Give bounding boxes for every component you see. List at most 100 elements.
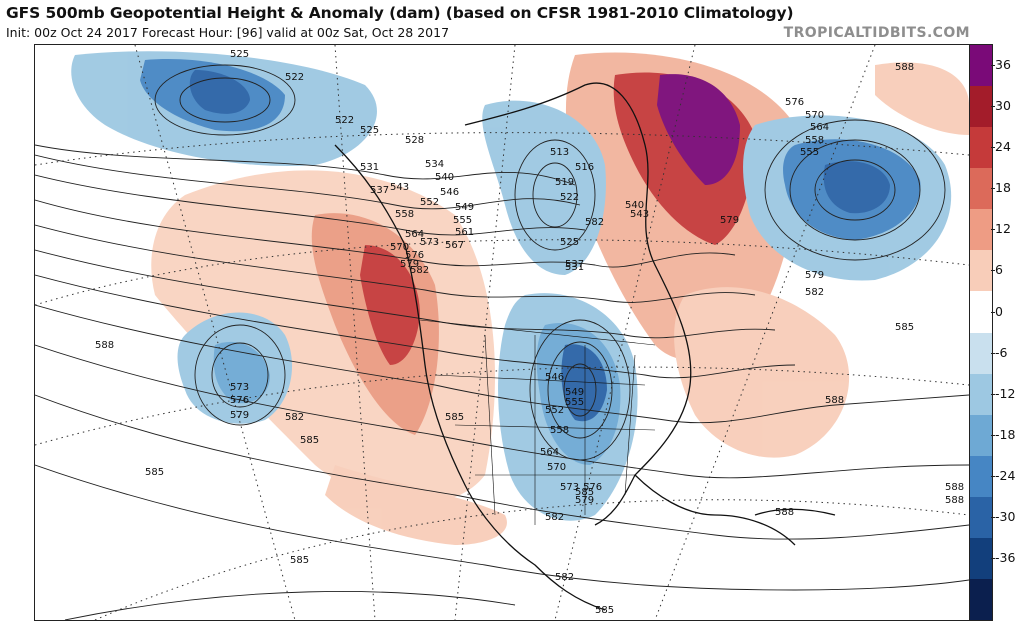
- coastlines: [334, 82, 836, 611]
- contour-label: 582: [285, 412, 304, 423]
- contour-label: 570: [805, 110, 824, 121]
- contour-label: 555: [800, 147, 819, 158]
- colorbar-segment: [970, 496, 992, 539]
- contour-label: 582: [545, 512, 564, 523]
- positive-anomaly-ridge-east-max: [657, 74, 740, 185]
- contour-label: 576: [230, 395, 249, 406]
- colorbar-tick-label: 6: [995, 262, 1003, 278]
- colorbar-tick-label: 36: [995, 57, 1011, 73]
- contour-label: 582: [805, 287, 824, 298]
- contour-label: 579: [720, 215, 739, 226]
- contour-label: 579: [805, 270, 824, 281]
- map-subtitle: Init: 00z Oct 24 2017 Forecast Hour: [96…: [6, 25, 450, 40]
- contour-label: 537: [370, 185, 389, 196]
- contour-label: 522: [560, 192, 579, 203]
- contour-label: 585: [445, 412, 464, 423]
- positive-anomaly-east-band: [875, 62, 969, 135]
- colorbar-tick-mark: [991, 106, 995, 108]
- contour-label: 582: [555, 572, 574, 583]
- colorbar-tick-label: 12: [995, 221, 1011, 237]
- contour-label: 582: [410, 265, 429, 276]
- colorbar-segment: [970, 537, 992, 580]
- contour-label: 570: [547, 462, 566, 473]
- contour-label: 573: [420, 237, 439, 248]
- negative-anomaly-hudson: [482, 100, 606, 275]
- contour-label: 570: [390, 242, 409, 253]
- contour-label: 552: [545, 405, 564, 416]
- colorbar-tick-label: -18: [995, 426, 1016, 442]
- colorbar-tick-label: -6: [995, 344, 1008, 360]
- contour-label: 585: [300, 435, 319, 446]
- colorbar-segment: [970, 168, 992, 210]
- contour-label: 585: [895, 322, 914, 333]
- colorbar-tick-label: -36: [995, 549, 1016, 565]
- colorbar-tick-mark: [991, 229, 995, 231]
- contour-label: 588: [945, 482, 964, 493]
- brand-watermark[interactable]: TROPICALTIDBITS.COM: [783, 25, 970, 41]
- negative-anomaly-atlantic-low-max: [823, 161, 890, 214]
- contour-label: 588: [825, 395, 844, 406]
- contour-label: 537: [565, 259, 584, 270]
- colorbar-segment: [970, 291, 992, 333]
- contour-label: 540: [435, 172, 454, 183]
- political-borders: [419, 319, 656, 525]
- colorbar-tick-mark: [991, 188, 995, 190]
- contour-label: 522: [335, 115, 354, 126]
- colorbar-tick-mark: [991, 65, 995, 67]
- contour-label: 546: [440, 187, 459, 198]
- negative-anomaly-pacific-cutoff-core: [213, 341, 270, 404]
- colorbar-tick-mark: [991, 352, 995, 354]
- contour-label: 579: [575, 495, 594, 506]
- colorbar-tick-mark: [991, 393, 995, 395]
- colorbar-segment: [970, 127, 992, 169]
- map-title: GFS 500mb Geopotential Height & Anomaly …: [6, 4, 794, 22]
- map-panel: 525 522 522 525 528 531 534 537 540 543 546 549 552 5…: [34, 44, 970, 621]
- colorbar-tick-label: 18: [995, 180, 1011, 196]
- contour-label: 585: [145, 467, 164, 478]
- contour-label: 588: [775, 507, 794, 518]
- contour-label: 582: [585, 217, 604, 228]
- contour-label: 531: [565, 262, 584, 273]
- contour-label: 564: [540, 447, 559, 458]
- colorbar-tick-mark: [991, 516, 995, 518]
- colorbar-segment: [970, 45, 992, 87]
- contour-label: 543: [390, 182, 409, 193]
- height-contours: [35, 64, 969, 620]
- colorbar-tick-mark: [991, 311, 995, 313]
- contour-label: 585: [290, 555, 309, 566]
- contour-label: 546: [545, 372, 564, 383]
- colorbar-segment: [970, 86, 992, 128]
- contour-label: 579: [230, 410, 249, 421]
- contour-label: 549: [565, 387, 584, 398]
- colorbar-segment: [970, 455, 992, 498]
- contour-label: 513: [550, 147, 569, 158]
- colorbar-segment: [970, 578, 992, 621]
- colorbar-segment: [970, 209, 992, 251]
- contour-label: 552: [420, 197, 439, 208]
- contour-label: 522: [285, 72, 304, 83]
- contour-label: 576: [583, 482, 602, 493]
- contour-label: 558: [550, 425, 569, 436]
- negative-anomaly-central-us-max: [561, 344, 607, 422]
- contour-label: 588: [895, 62, 914, 73]
- contour-label: 519: [555, 177, 574, 188]
- contour-label: 555: [453, 215, 472, 226]
- contour-label: 573: [560, 482, 579, 493]
- contour-label: 564: [810, 122, 829, 133]
- colorbar-segment: [970, 414, 992, 457]
- contour-label: 585: [595, 605, 614, 616]
- contour-label: 558: [395, 209, 414, 220]
- contour-label: 555: [565, 397, 584, 408]
- anomaly-fields: [71, 51, 969, 545]
- contour-label: 588: [945, 495, 964, 506]
- colorbar-tick-label: 0: [995, 303, 1003, 319]
- negative-anomaly-pacific-north-max: [189, 70, 250, 114]
- contour-label: 516: [575, 162, 594, 173]
- contour-label: 558: [805, 135, 824, 146]
- contour-label: 579: [400, 259, 419, 270]
- contour-label: 543: [630, 209, 649, 220]
- positive-anomaly-atlantic: [674, 287, 850, 458]
- colorbar-tick-mark: [991, 270, 995, 272]
- colorbar-tick-label: -24: [995, 467, 1016, 483]
- contour-label: 534: [425, 159, 444, 170]
